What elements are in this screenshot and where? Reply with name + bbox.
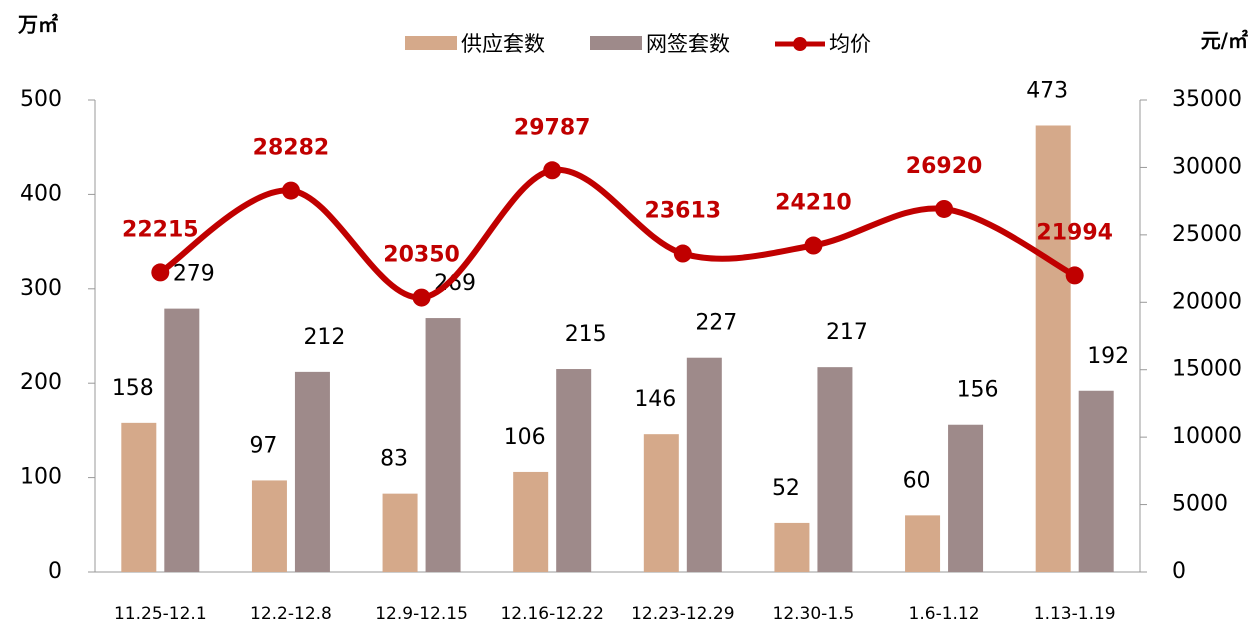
legend-label: 供应套数 [461,32,545,56]
line-marker [804,236,823,255]
value-label: 227 [695,311,737,336]
price-line [158,166,1077,301]
bar [774,522,810,572]
bar [643,434,679,572]
line-marker [281,181,300,200]
y-tick-label: 300 [20,276,62,301]
line-marker [673,244,692,263]
value-label: 473 [1026,78,1068,103]
y-tick-label: 500 [20,87,62,112]
bar [556,369,592,572]
bar [294,371,330,572]
line-marker [935,199,954,218]
bar [817,367,853,572]
y-tick-label: 400 [20,181,62,206]
x-tick-label: 12.30-1.5 [773,604,855,624]
x-tick-label: 11.25-12.1 [114,604,207,624]
value-label: 52 [772,476,800,501]
line-marker [543,161,562,180]
bar [425,318,461,572]
line-marker [412,288,431,307]
value-label: 215 [565,322,607,347]
y2-tick-label: 30000 [1172,154,1242,179]
bar [251,480,287,572]
line-value-label: 29787 [514,115,591,140]
line-marker [151,263,170,282]
x-tick-label: 12.16-12.22 [500,604,603,624]
x-tick-label: 1.6-1.12 [909,604,980,624]
line-value-label: 20350 [383,243,460,268]
x-tick-label: 12.2-12.8 [250,604,332,624]
line-value-label: 24210 [775,191,852,216]
value-label: 212 [303,325,345,350]
value-label: 97 [249,433,277,458]
y2-tick-label: 25000 [1172,222,1242,247]
y2-tick-label: 35000 [1172,87,1242,112]
x-tick-label: 12.23-12.29 [631,604,734,624]
value-label: 217 [826,320,868,345]
value-label: 279 [173,262,215,287]
y-tick-label: 200 [20,370,62,395]
bar [513,471,549,572]
y2-tick-label: 20000 [1172,289,1242,314]
bar [1035,125,1071,572]
y2-axis-label: 元/㎡ [1201,29,1248,53]
x-tick-label: 12.9-12.15 [375,604,468,624]
bar [948,424,984,572]
bar [121,422,157,572]
legend-swatch [590,36,642,50]
line-value-label: 22215 [122,217,199,242]
y2-tick-label: 10000 [1172,424,1242,449]
x-tick-label: 1.13-1.19 [1034,604,1116,624]
line-value-label: 21994 [1036,220,1113,245]
value-label: 158 [112,376,154,401]
bar [686,357,722,572]
line-marker [1065,266,1084,285]
value-label: 146 [634,387,676,412]
legend-swatch [405,36,457,50]
line-value-label: 26920 [906,154,983,179]
line-value-label: 28282 [253,136,330,161]
value-label: 60 [903,468,931,493]
line-value-label: 23613 [645,199,722,224]
legend-marker [793,37,807,51]
legend-label: 均价 [829,32,871,56]
y2-tick-label: 0 [1172,559,1186,584]
value-label: 83 [380,447,408,472]
value-label: 192 [1087,344,1129,369]
bar [905,515,941,572]
y-axis-label: 万㎡ [17,13,58,37]
y-tick-label: 100 [20,465,62,490]
y-tick-label: 0 [48,559,62,584]
y2-tick-label: 5000 [1172,492,1228,517]
legend-label: 网签套数 [646,32,730,56]
bar [382,493,418,572]
bar [1078,390,1114,572]
bar [164,308,200,572]
value-label: 156 [957,378,999,403]
value-label: 106 [504,425,546,450]
y2-tick-label: 15000 [1172,357,1242,382]
